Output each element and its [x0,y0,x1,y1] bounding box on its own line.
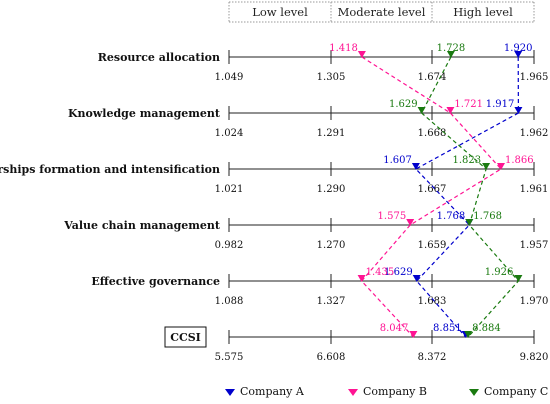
point-label-b: 1.721 [454,99,483,110]
tick-label: 1.668 [418,128,447,139]
legend: Company A Company B Company C [225,385,548,398]
tick-label: 1.024 [215,128,244,139]
row-label: CCSI [170,331,201,344]
legend-marker [348,389,358,396]
point-label-c: 8.884 [472,323,501,334]
point-label-b: 8.047 [380,323,409,334]
criterion-row: 0.982 1.270 1.659 1.957 Value chain manageme… [63,218,548,251]
point-label-a: 1.629 [384,267,413,278]
tick-label: 1.270 [317,240,346,251]
tick-label: 6.608 [317,352,346,363]
row-label: Effective governance [91,275,220,288]
marker-b [409,331,418,338]
tick-label: 1.088 [215,296,244,307]
marker-c [514,275,523,282]
criterion-row: 5.575 6.608 8.372 9.820 CCSI [164,326,549,363]
point-label-b: 1.575 [378,211,407,222]
series-connectors [360,56,520,338]
tick-label: 1.305 [317,72,346,83]
point-label-b: 1.418 [329,43,358,54]
criterion-row: 1.021 1.290 1.667 1.961 Partnerships formati… [0,162,548,195]
point-label-c: 1.728 [437,43,466,54]
tick-label: 1.962 [520,128,549,139]
point-label-a: 1.607 [383,155,412,166]
marker-b [357,275,366,282]
tick-label: 1.683 [418,296,447,307]
legend-label: Company C [484,385,548,398]
tick-label: 1.049 [215,72,244,83]
marker-c [417,107,426,114]
point-label-a: 8.851 [433,323,462,334]
tick-label: 1.327 [317,296,346,307]
point-label-c: 1.823 [452,155,481,166]
level-headers: Low level Moderate level High level [228,1,535,23]
marker-b [497,163,505,170]
row-label: Resource allocation [98,51,220,64]
legend-label: Company A [240,385,305,398]
connector-b [360,56,502,338]
marker-a [514,51,523,58]
series-markers: 1.920 1.917 1.607 1.768 1.629 8.851 1.418 1.721… [329,43,534,338]
row-label: Value chain management [63,219,221,232]
point-label-a: 1.768 [437,211,466,222]
level-header: High level [453,5,513,19]
point-label-b: 1.435 [366,267,395,278]
tick-label: 1.667 [418,184,447,195]
marker-b [357,51,366,58]
marker-a [514,107,523,114]
row-label: Partnerships formation and intensificati… [0,163,220,176]
criterion-row: 1.024 1.291 1.668 1.962 Knowledge management [68,106,548,139]
legend-label: Company B [363,385,427,398]
legend-marker [469,389,479,396]
marker-c [446,51,455,58]
tick-label: 1.961 [520,184,549,195]
level-header: Moderate level [338,5,426,19]
marker-c [464,331,473,338]
ccsi-box [164,326,207,348]
marker-b [446,107,455,114]
criterion-row: 1.049 1.305 1.674 1.965 Resource allocation [98,50,549,83]
marker-c [482,163,491,170]
marker-a [411,163,420,170]
point-label-c: 1.629 [389,99,418,110]
tick-label: 1.970 [520,296,549,307]
tick-label: 1.659 [418,240,447,251]
row-label: Knowledge management [68,107,221,120]
marker-c [465,219,474,226]
point-label-c: 1.926 [485,267,514,278]
point-label-a: 1.917 [486,99,515,110]
tick-label: 1.965 [520,72,549,83]
tick-label: 1.674 [418,72,447,83]
marker-b [406,219,415,226]
level-header: Low level [252,5,308,19]
tick-label: 0.982 [215,240,244,251]
connector-a [414,56,520,338]
tick-label: 8.372 [418,352,447,363]
tick-label: 5.575 [215,352,244,363]
tick-label: 1.290 [317,184,346,195]
criterion-row: 1.088 1.327 1.683 1.970 Effective governance [91,274,548,307]
tick-label: 1.291 [317,128,346,139]
point-label-a: 1.920 [504,43,533,54]
tick-label: 1.957 [520,240,549,251]
tick-label: 1.021 [215,184,244,195]
point-label-c: 1.768 [473,211,502,222]
connector-c [420,56,520,338]
point-label-b: 1.866 [505,155,534,166]
tick-label: 9.820 [520,352,549,363]
marker-a [412,275,421,282]
legend-marker [225,389,235,396]
